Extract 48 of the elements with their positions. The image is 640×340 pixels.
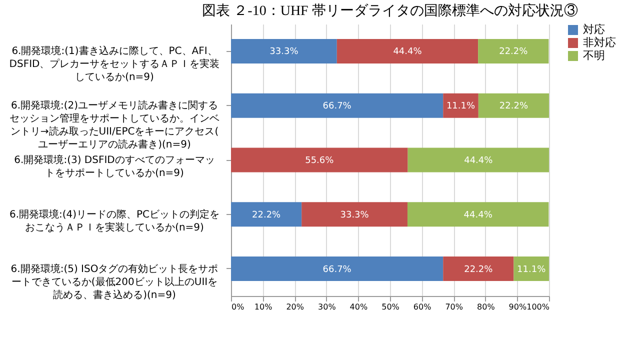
- bar: [443, 93, 478, 118]
- data-label: 66.7%: [322, 264, 352, 275]
- bar: [407, 202, 549, 227]
- data-label: 22.2%: [499, 47, 528, 58]
- data-label: 44.4%: [464, 156, 494, 166]
- data-label: 33.3%: [340, 210, 370, 220]
- data-label: 44.4%: [393, 47, 422, 58]
- bar: [443, 256, 514, 282]
- data-label: 44.4%: [464, 210, 493, 220]
- data-label: 22.2%: [499, 102, 528, 112]
- data-label: 11.1%: [517, 264, 546, 275]
- y-tick-label: 6.開発環境:(5) ISOタグの有効ビット長をサポートできているか(最低200ビット以上のUIIを読める、書き込める)(n=9): [10, 262, 218, 301]
- data-label: 33.3%: [270, 47, 299, 58]
- y-tick-label: 6.開発環境:(1)書き込みに際して、PC、AFI、DSFID、プレカーサをセットするＡＰＩを実装しているか(n=9): [9, 45, 220, 84]
- bar: [231, 148, 408, 172]
- bar: [514, 256, 549, 282]
- y-tick-label: 6.開発環境:(2)ユーザメモリ読み書きに関するセッション管理をサポートしているか。インベントリ→読み取ったUII/EPCをキーにアクセス(ユーザーエリアの読み書き)(n=9): [10, 100, 220, 151]
- legend-label: 不明: [583, 49, 605, 62]
- bar: [231, 93, 444, 118]
- bar: [231, 202, 302, 227]
- y-tick-label: 6.開発環境:(3) DSFIDのすべてのフォーマットをサポートしているか(n=9): [14, 154, 215, 179]
- legend-label: 対応: [583, 23, 605, 36]
- bar: [336, 38, 478, 64]
- x-tick-label: 90%: [508, 302, 527, 312]
- bar: [478, 93, 549, 118]
- data-label: 55.6%: [305, 156, 334, 166]
- x-tick-label: 10%: [254, 302, 273, 312]
- x-tick-label: 100%: [526, 302, 550, 312]
- bar: [231, 256, 444, 282]
- x-tick-label: 80%: [477, 302, 496, 312]
- x-tick-label: 30%: [318, 302, 336, 312]
- bar: [478, 38, 549, 64]
- data-label: 22.2%: [464, 264, 494, 275]
- x-tick-label: 70%: [445, 302, 464, 312]
- data-label: 22.2%: [252, 210, 282, 220]
- bar: [231, 38, 337, 64]
- bar: [408, 148, 549, 172]
- bar: [302, 202, 408, 227]
- data-label: 66.7%: [322, 102, 352, 112]
- x-tick-label: 60%: [413, 302, 432, 312]
- data-label: 11.1%: [446, 102, 476, 112]
- chart-title: 図表 ２-10：UHF 帯リーダライタの国際標準への対応状況③: [202, 3, 578, 19]
- x-tick-label: 0%: [232, 302, 245, 312]
- x-tick-label: 40%: [350, 302, 368, 312]
- y-tick-label: 6.開発環境:(4)リードの際、PCビットの判定をおこなうＡＰＩを実装しているか(n=9): [9, 208, 220, 234]
- legend-label: 非対応: [583, 36, 616, 49]
- x-tick-label: 20%: [286, 302, 304, 312]
- x-tick-label: 50%: [382, 302, 400, 312]
